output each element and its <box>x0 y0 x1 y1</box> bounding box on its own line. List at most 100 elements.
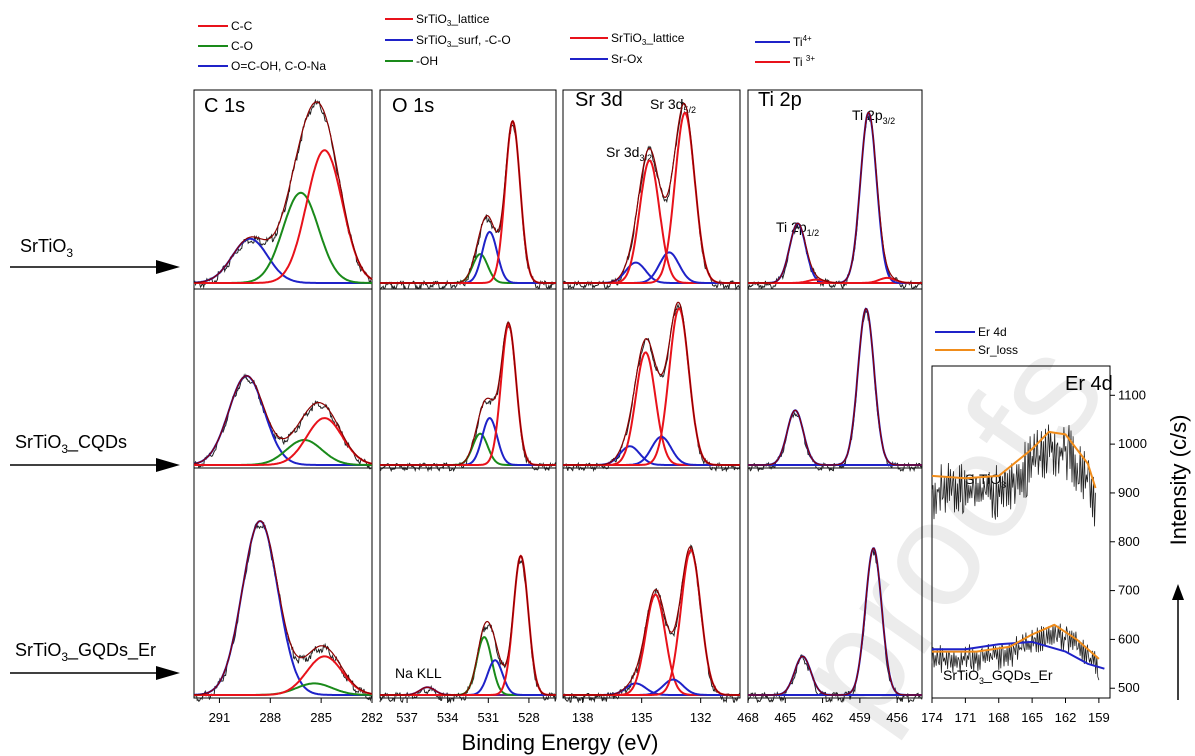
legend-label: C-C <box>231 19 253 33</box>
legend-label-rest: _surf, -C-O <box>450 33 510 47</box>
row-label-1-sub: 3 <box>66 246 73 260</box>
tick-label-intensity: 1100 <box>1118 387 1146 402</box>
legend-label-main: Ti <box>793 55 806 69</box>
annotation-er-gqds: SrTiO3_GQDs_Er <box>943 667 1053 686</box>
curves <box>193 98 1105 704</box>
row-label-2-sub: 3 <box>61 442 68 456</box>
spectrum-ti2p-row2 <box>747 310 923 473</box>
panel-title-er4d: Er 4d <box>1065 373 1113 395</box>
envelope-c1s-row3 <box>194 520 373 696</box>
peak-c1s-row1-2 <box>194 149 373 284</box>
er-series-1 <box>932 640 1105 670</box>
tick-label-o1s: 537 <box>396 710 418 725</box>
peak-sr3d-row2-3 <box>563 307 740 466</box>
legend-label-main: SrTiO <box>611 31 642 45</box>
tick-label-ti2p: 465 <box>774 710 796 725</box>
envelope-o1s-row1 <box>380 120 556 284</box>
envelope-ti2p-row2 <box>748 307 922 466</box>
legend-label-sup: 3+ <box>806 54 815 63</box>
annotation-sr-3d52: Sr 3d5/2 <box>650 96 696 115</box>
peak-sr3d-row3-3 <box>563 548 740 696</box>
legend-label-main: SrTiO <box>416 33 447 47</box>
svg-text:SrTiO3_CQDs: SrTiO3_CQDs <box>15 432 127 456</box>
tick-label-c1s: 291 <box>209 710 231 725</box>
row-label-3-rest: _GQDs_Er <box>67 640 156 661</box>
row-label-3: SrTiO3_GQDs_Er <box>10 640 180 680</box>
panel-frame-ti2p <box>747 89 923 699</box>
tick-label-er4d: 168 <box>988 710 1010 725</box>
legend-label-sup: 4+ <box>803 34 812 43</box>
legend-o1s: SrTiO3_lattice SrTiO3_surf, -C-O -OH <box>385 12 511 68</box>
row-label-3-main: SrTiO <box>15 640 61 660</box>
legend-label: SrTiO3_lattice <box>416 12 490 28</box>
envelope-o1s-row2 <box>380 321 556 466</box>
x-axis-label: Binding Energy (eV) <box>462 730 659 755</box>
tick-label-sr3d: 135 <box>631 710 653 725</box>
peak-o1s-row2-2 <box>380 323 556 466</box>
envelope-c1s-row1 <box>193 101 373 284</box>
panel-grid <box>193 89 1111 699</box>
y-axis-label: Intensity (c/s) <box>1166 415 1191 546</box>
legend-label-main: Sr_loss <box>978 343 1018 357</box>
legend-label: SrTiO3_surf, -C-O <box>416 33 511 49</box>
peak-c1s-row1-0 <box>193 237 372 284</box>
spectrum-sr3d-row1 <box>562 101 741 291</box>
arrow-head-icon <box>156 666 180 680</box>
legend-label: -OH <box>416 54 438 68</box>
legend-label-main: Sr-Ox <box>611 52 642 66</box>
legend-label-rest: _lattice <box>645 31 684 45</box>
legend-label: C-O <box>231 39 253 53</box>
tick-label-intensity: 800 <box>1118 534 1140 549</box>
tick-label-intensity: 900 <box>1118 485 1140 500</box>
annotation-ti-2p32: Ti 2p3/2 <box>852 107 895 126</box>
spectrum-sr3d-row2 <box>562 303 741 473</box>
row-label-2: SrTiO3_CQDs <box>10 432 180 472</box>
annotation-na-kll: Na KLL <box>395 665 442 681</box>
panel-frame-er4d <box>931 365 1111 699</box>
tick-label-intensity: 1000 <box>1118 436 1147 451</box>
envelope-sr3d-row2 <box>563 301 740 466</box>
panel-title-o1s: O 1s <box>392 95 434 117</box>
legend-label: O=C-OH, C-O-Na <box>231 59 326 73</box>
tick-label-intensity: 500 <box>1118 680 1140 695</box>
tick-label-o1s: 534 <box>437 710 459 725</box>
legend-label-main: Er 4d <box>978 325 1007 339</box>
legend-label-main: C-C <box>231 19 253 33</box>
legend-label: SrTiO3_lattice <box>611 31 685 47</box>
arrow-up-icon <box>1172 584 1184 600</box>
tick-labels: 291 288 285 282 537 534 531 528 138 135 132 468 465 4… <box>209 387 1147 725</box>
svg-text:SrTiO3_GQDs_Er: SrTiO3_GQDs_Er <box>15 640 156 664</box>
panel-frame-sr3d <box>562 89 741 699</box>
tick-label-intensity: 700 <box>1118 583 1140 598</box>
peak-c1s-row3-0 <box>194 520 372 696</box>
legend-label-sub: 3 <box>642 38 647 47</box>
legend-label-main: -OH <box>416 54 438 68</box>
spectrum-ti2p-row1 <box>747 113 923 290</box>
spectrum-o1s-row1 <box>379 124 557 291</box>
tick-label-er4d: 171 <box>955 710 977 725</box>
tick-label-o1s: 531 <box>477 710 499 725</box>
tick-label-er4d: 159 <box>1088 710 1110 725</box>
annotation-ti-2p12: Ti 2p1/2 <box>776 219 819 238</box>
row-label-2-rest: _CQDs <box>67 432 127 453</box>
legend-label-rest: _lattice <box>450 12 489 26</box>
tick-label-er4d: 174 <box>921 710 943 725</box>
panel-title-ti2p: Ti 2p <box>758 89 802 111</box>
er-series-0 <box>931 430 1097 489</box>
row-label-1: SrTiO3 <box>10 236 180 274</box>
peak-c1s-row2-2 <box>194 417 373 466</box>
envelope-o1s-row3 <box>380 554 556 696</box>
legend-ti2p: Ti4+Ti 3+ <box>755 34 815 69</box>
tick-label-ti2p: 468 <box>737 710 759 725</box>
panel-title-sr3d: Sr 3d <box>575 89 623 111</box>
legend-label-main: Ti <box>793 35 803 49</box>
row-label-2-main: SrTiO <box>15 432 61 452</box>
peak-o1s-row2-0 <box>380 432 556 466</box>
peak-sr3d-row3-2 <box>563 678 740 696</box>
legend-label: Sr-Ox <box>611 52 642 66</box>
peak-sr3d-row1-3 <box>563 111 740 284</box>
arrow-head-icon <box>156 458 180 472</box>
tick-label-o1s: 528 <box>518 710 540 725</box>
